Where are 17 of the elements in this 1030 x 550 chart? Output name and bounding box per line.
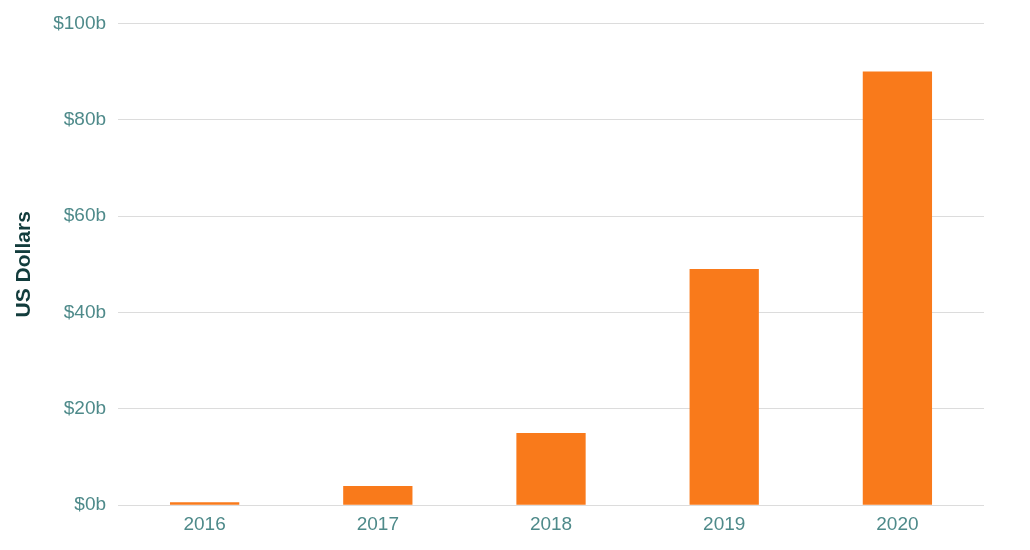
x-tick-label: 2019 — [703, 512, 746, 534]
bar — [516, 432, 586, 505]
bar — [862, 71, 933, 505]
y-tick-label: $100b — [53, 11, 107, 33]
y-tick-label: $20b — [63, 397, 107, 419]
x-tick-label: 2018 — [529, 512, 573, 534]
bar — [343, 485, 413, 505]
y-axis-title: US Dollars — [11, 211, 35, 318]
bar — [169, 502, 240, 505]
x-tick-label: 2017 — [356, 512, 399, 534]
y-tick-label: $80b — [63, 107, 107, 129]
y-tick-label: $60b — [63, 204, 107, 226]
x-tick-label: 2020 — [876, 512, 919, 534]
x-tick-label: 2016 — [183, 512, 226, 534]
bar — [689, 269, 759, 505]
y-tick-label: $40b — [63, 300, 107, 322]
y-tick-label: $0b — [74, 493, 107, 515]
